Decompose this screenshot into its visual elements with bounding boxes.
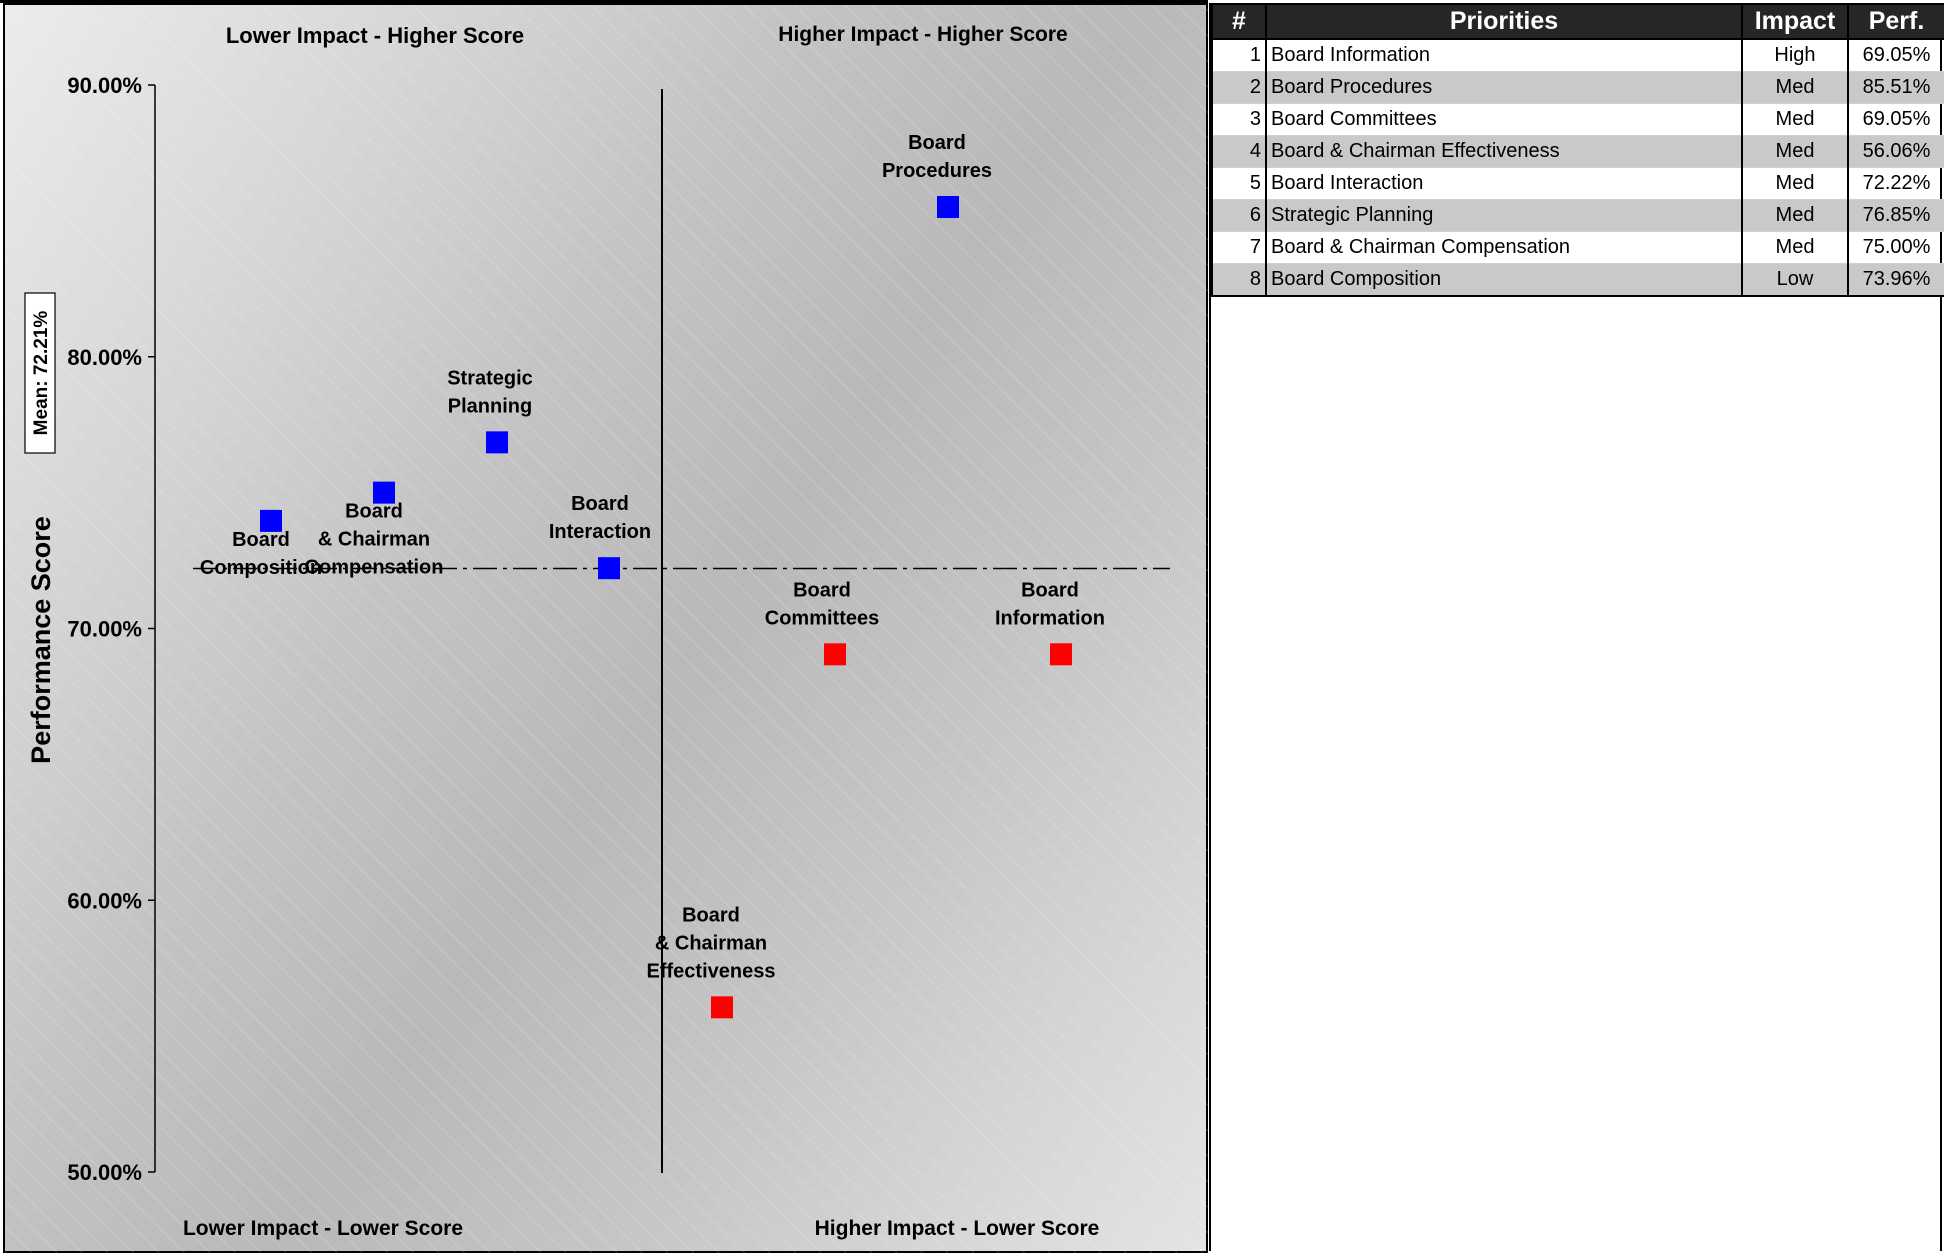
header-priorities: Priorities [1265, 3, 1743, 40]
row-name: Board Committees [1265, 103, 1743, 136]
data-point-marker [1050, 643, 1072, 666]
quadrant-label-top-right: Higher Impact - Higher Score [778, 23, 1067, 46]
y-tick-label: 90.00% [67, 73, 142, 98]
data-point-marker [486, 431, 508, 454]
quadrant-chart: Lower Impact - Higher Score Higher Impac… [3, 3, 1210, 1255]
table-row: 3 Board Committees Med 69.05% [1211, 103, 1944, 136]
row-name: Strategic Planning [1265, 199, 1743, 232]
row-name: Board Procedures [1265, 71, 1743, 104]
data-point-label: Board & Chairman Effectiveness [647, 904, 776, 982]
mean-label: Mean: 72.21% [31, 311, 52, 436]
row-name: Board Interaction [1265, 167, 1743, 200]
row-perf: 73.96% [1847, 263, 1944, 297]
row-name: Board & Chairman Compensation [1265, 231, 1743, 264]
row-impact: Med [1741, 167, 1849, 200]
chart-texture [5, 5, 1210, 1255]
table-row: 6 Strategic Planning Med 76.85% [1211, 199, 1944, 232]
data-point-marker [373, 481, 395, 504]
row-impact: High [1741, 39, 1849, 72]
row-impact: Med [1741, 135, 1849, 168]
chart-svg: Lower Impact - Higher Score Higher Impac… [5, 5, 1210, 1255]
row-perf: 72.22% [1847, 167, 1944, 200]
y-ticks: 90.00% 80.00% 70.00% 60.00% 50.00% [67, 73, 155, 1185]
row-perf: 75.00% [1847, 231, 1944, 264]
row-num: 4 [1211, 135, 1267, 168]
header-perf: Perf. [1847, 3, 1944, 40]
priorities-table: # Priorities Impact Perf. 1 Board Inform… [1211, 3, 1944, 297]
data-point-label: Board Interaction [549, 493, 651, 543]
quadrant-label-top-left: Lower Impact - Higher Score [226, 23, 524, 48]
table-row: 5 Board Interaction Med 72.22% [1211, 167, 1944, 200]
data-point-label: Board Information [995, 579, 1105, 629]
data-point-marker [824, 643, 846, 666]
table-row: 4 Board & Chairman Effectiveness Med 56.… [1211, 135, 1944, 168]
top-border [0, 0, 1208, 3]
data-point-label: Board Procedures [882, 132, 992, 182]
quadrant-label-bottom-right: Higher Impact - Lower Score [815, 1217, 1100, 1240]
row-num: 8 [1211, 263, 1267, 297]
row-num: 1 [1211, 39, 1267, 72]
y-tick-label: 80.00% [67, 345, 142, 370]
row-impact: Med [1741, 71, 1849, 104]
table-row: 1 Board Information High 69.05% [1211, 39, 1944, 72]
header-num: # [1211, 3, 1267, 40]
row-impact: Med [1741, 231, 1849, 264]
table-row: 8 Board Composition Low 73.96% [1211, 263, 1944, 297]
row-impact: Low [1741, 263, 1849, 297]
data-point-marker [711, 996, 733, 1019]
row-num: 2 [1211, 71, 1267, 104]
table-header-row: # Priorities Impact Perf. [1211, 3, 1944, 40]
row-num: 7 [1211, 231, 1267, 264]
data-point-marker [260, 509, 282, 532]
data-point-marker [598, 557, 620, 580]
y-axis-title: Performance Score [26, 516, 56, 764]
data-point-label: Board & Chairman Compensation [305, 501, 444, 579]
data-point-label: Strategic Planning [447, 367, 533, 417]
data-point-marker [937, 196, 959, 219]
header-impact: Impact [1741, 3, 1849, 40]
mean-label-box [24, 292, 56, 454]
row-num: 6 [1211, 199, 1267, 232]
data-point-label: Board Committees [765, 579, 879, 629]
data-point-label: Board Composition [200, 529, 322, 579]
quadrant-label-bottom-left: Lower Impact - Lower Score [183, 1217, 463, 1240]
row-num: 5 [1211, 167, 1267, 200]
row-name: Board & Chairman Effectiveness [1265, 135, 1743, 168]
y-tick-label: 50.00% [67, 1160, 142, 1185]
y-tick-label: 70.00% [67, 617, 142, 642]
row-perf: 76.85% [1847, 199, 1944, 232]
table-row: 7 Board & Chairman Compensation Med 75.0… [1211, 231, 1944, 264]
row-perf: 69.05% [1847, 103, 1944, 136]
row-perf: 56.06% [1847, 135, 1944, 168]
row-name: Board Composition [1265, 263, 1743, 297]
row-name: Board Information [1265, 39, 1743, 72]
row-perf: 85.51% [1847, 71, 1944, 104]
row-impact: Med [1741, 199, 1849, 232]
row-impact: Med [1741, 103, 1849, 136]
table-row: 2 Board Procedures Med 85.51% [1211, 71, 1944, 104]
row-num: 3 [1211, 103, 1267, 136]
priorities-panel: # Priorities Impact Perf. 1 Board Inform… [1209, 3, 1944, 1251]
y-tick-label: 60.00% [67, 888, 142, 913]
row-perf: 69.05% [1847, 39, 1944, 72]
